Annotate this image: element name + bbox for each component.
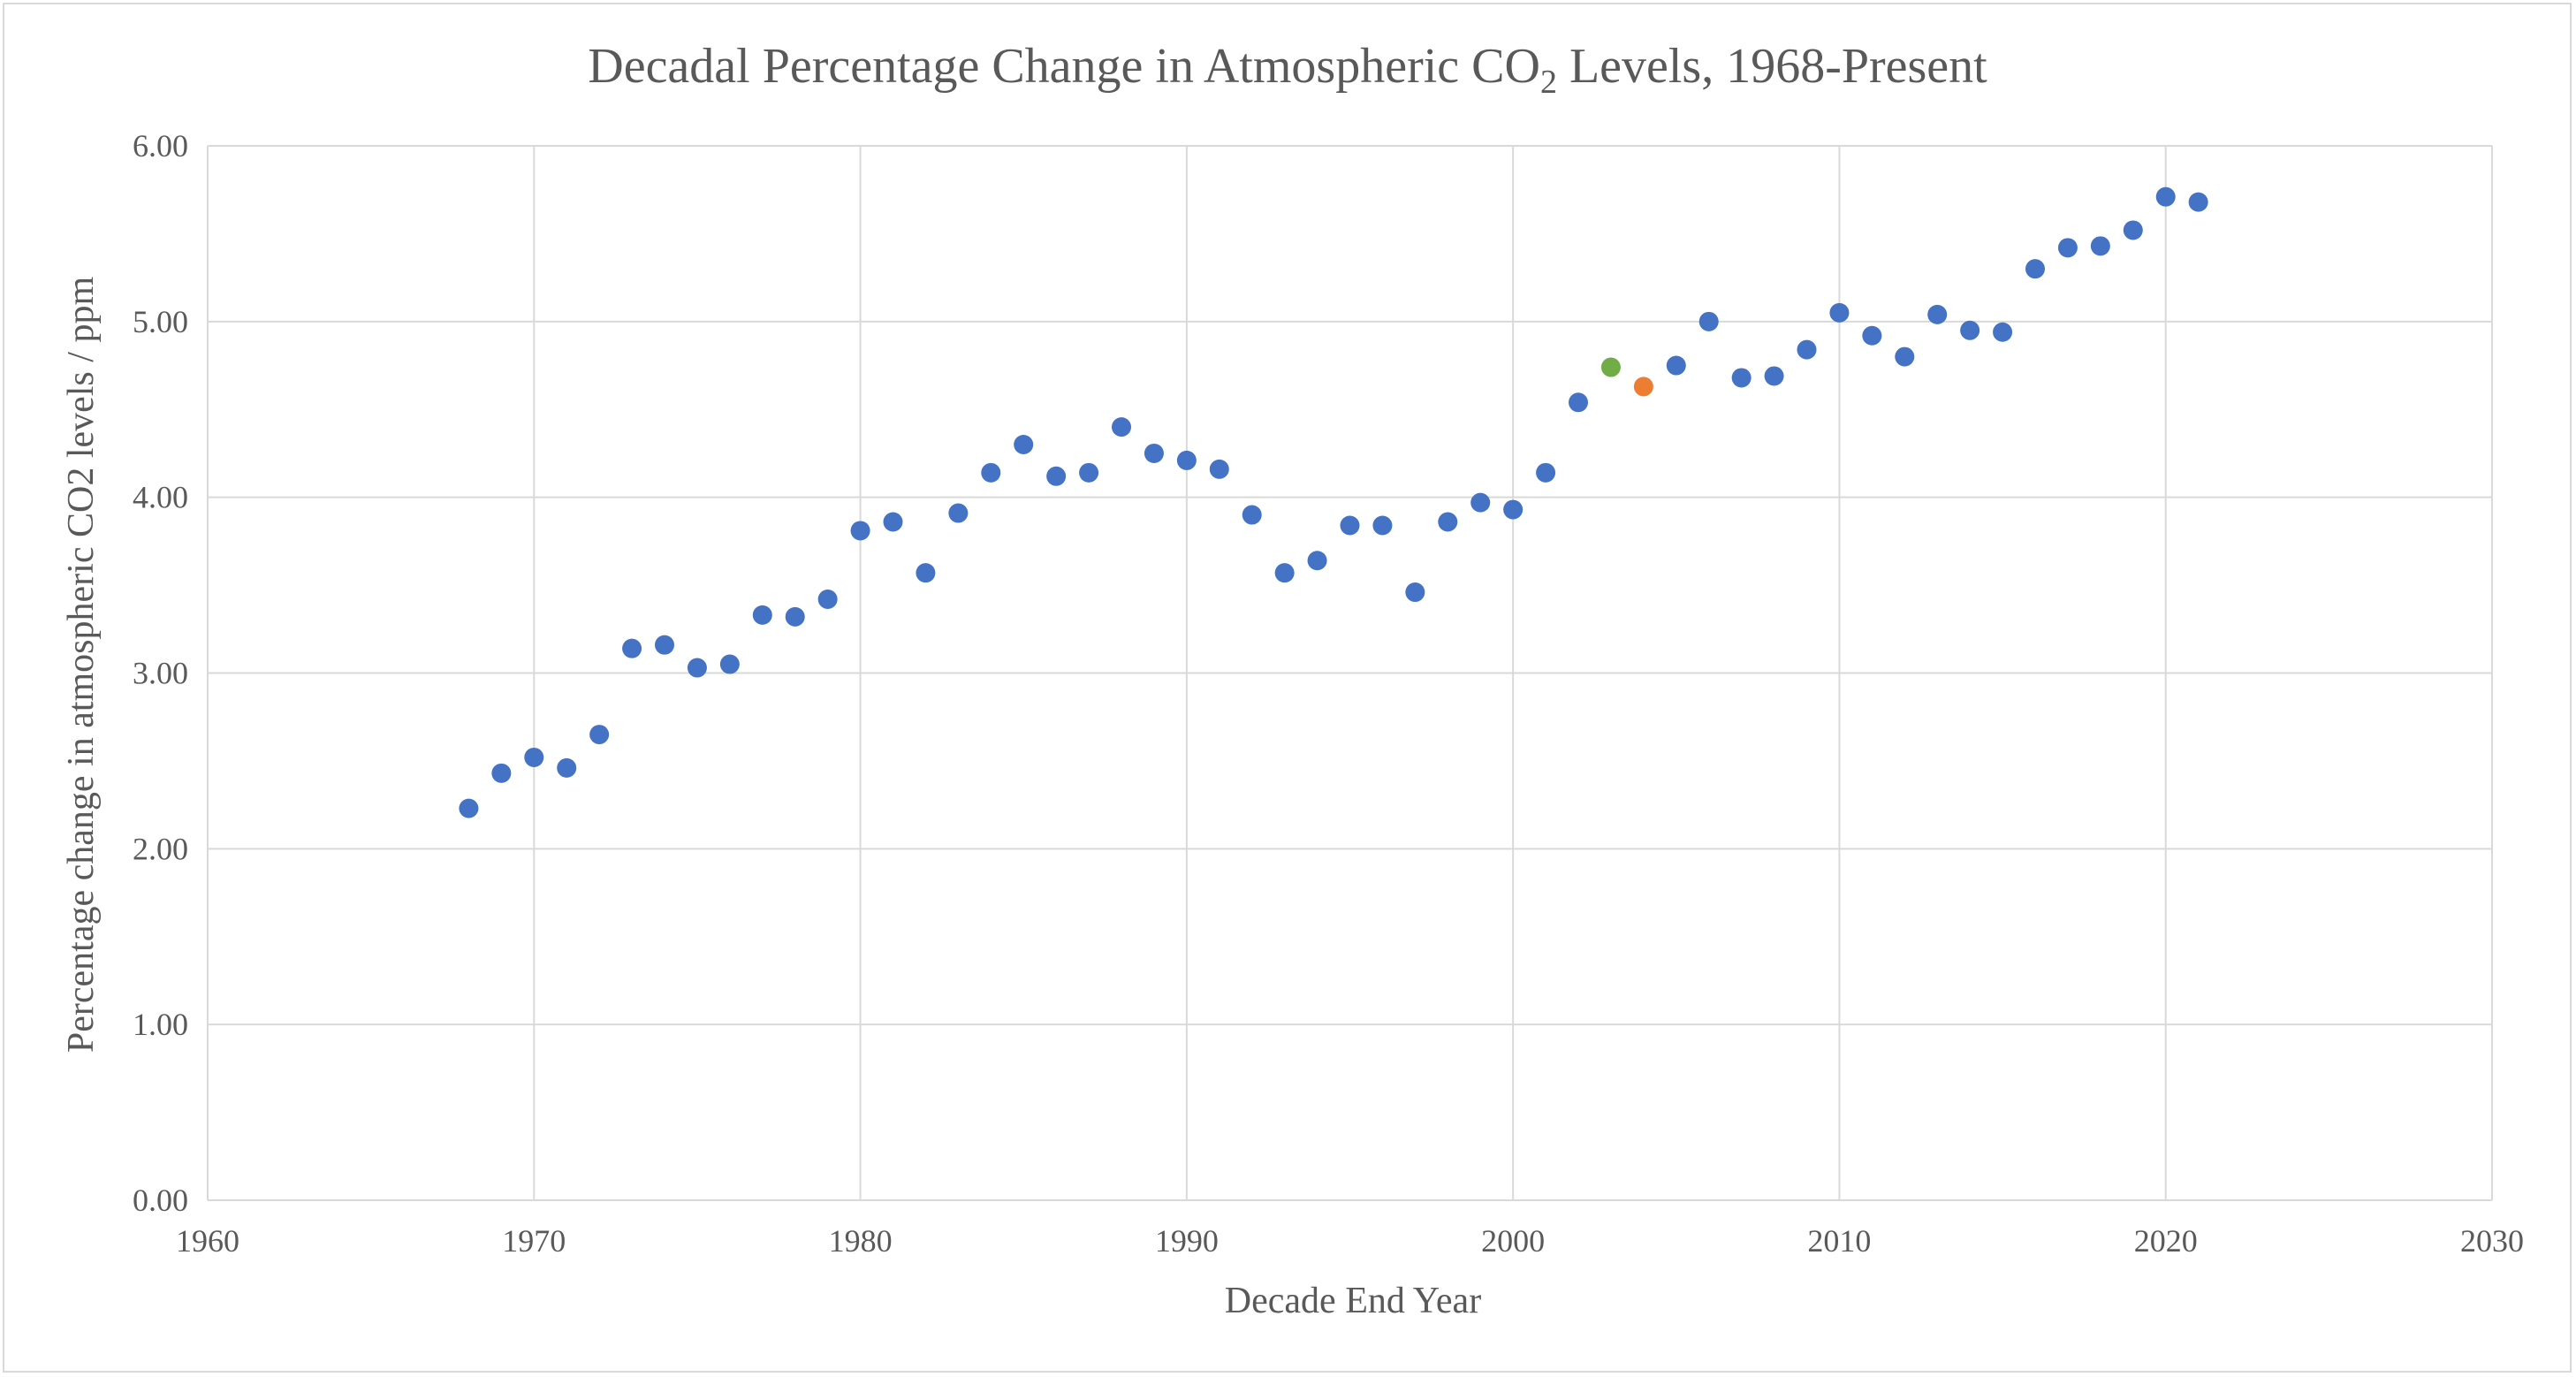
gridlines [207,145,2493,1201]
data-point [1960,320,1980,340]
x-tick-label: 2030 [2460,1223,2524,1259]
data-point [1176,450,1197,470]
data-point [719,654,740,674]
data-point [459,798,479,818]
data-point [491,763,512,783]
data-point [1895,346,1915,367]
data-point [655,635,674,655]
data-point [1829,302,1850,323]
data-point [1014,435,1034,455]
data-point [1503,499,1524,520]
data-point [1470,492,1491,513]
data-point [1274,563,1295,583]
data-point [1144,443,1164,463]
data-point [1242,505,1262,525]
chart-title: Decadal Percentage Change in Atmospheric… [588,39,1987,101]
y-tick-label: 4.00 [133,480,188,515]
data-point [948,503,969,523]
scatter-plot: Decadal Percentage Change in Atmospheric… [61,39,2524,1321]
data-point [1438,512,1458,532]
x-tick-label: 2000 [1481,1223,1545,1259]
y-tick-label: 2.00 [133,831,188,866]
data-point [2057,238,2078,258]
data-point [850,521,870,541]
chart-area: Decadal Percentage Change in Atmospheric… [3,3,2572,1373]
data-point [817,589,838,609]
data-point [1372,515,1393,536]
data-point [1797,339,1817,360]
data-point [1079,462,1099,483]
chart-title-main: Decadal Percentage Change in Atmospheric… [588,39,1540,94]
data-point [1600,357,1621,377]
x-tick-label: 2020 [2134,1223,2198,1259]
x-tick-label: 1980 [829,1223,893,1259]
data-point [1698,311,1719,331]
data-point [1307,551,1327,571]
y-axis-title: Percentage change in atmospheric CO2 lev… [61,277,102,1054]
data-point [752,605,772,625]
data-point [589,725,610,745]
y-tick-label: 3.00 [133,656,188,691]
data-point [916,563,936,583]
data-point [1764,366,1784,386]
y-axis-tick-labels: 0.00 1.00 2.00 3.00 4.00 5.00 6.00 [133,128,188,1218]
data-point [2025,259,2045,279]
data-point [883,512,903,532]
chart-title-suffix: Levels, 1968-Present [1557,39,1987,94]
data-point [1569,392,1588,413]
data-point [1633,377,1653,397]
data-point [687,658,707,678]
x-axis-tick-labels: 1960 1970 1980 1990 2000 2010 2020 2030 [176,1223,2524,1259]
data-point [622,638,642,658]
y-tick-label: 6.00 [133,128,188,164]
data-point [2155,186,2176,207]
data-point [1405,582,1425,603]
data-point [1209,459,1229,479]
x-axis-title: Decade End Year [1225,1281,1481,1321]
x-tick-label: 1990 [1155,1223,1219,1259]
data-point [1927,304,1948,324]
data-point [2188,192,2208,212]
data-points [459,186,2208,818]
data-point [1340,515,1360,536]
data-point [557,757,577,778]
x-tick-label: 1960 [176,1223,239,1259]
x-tick-label: 1970 [502,1223,566,1259]
data-point [2090,236,2110,256]
x-tick-label: 2010 [1807,1223,1871,1259]
data-point [1862,325,1882,346]
data-point [2123,220,2143,240]
data-point [1731,368,1752,388]
data-point [1046,466,1067,486]
chart-title-subscript: 2 [1540,64,1557,101]
data-point [981,462,1001,483]
data-point [1112,417,1131,437]
data-point [524,747,544,767]
y-tick-label: 0.00 [133,1183,188,1218]
data-point [1993,322,2013,342]
data-point [1666,355,1686,376]
data-point [1536,462,1556,483]
y-tick-label: 1.00 [133,1007,188,1042]
y-tick-label: 5.00 [133,304,188,339]
data-point [785,606,805,627]
